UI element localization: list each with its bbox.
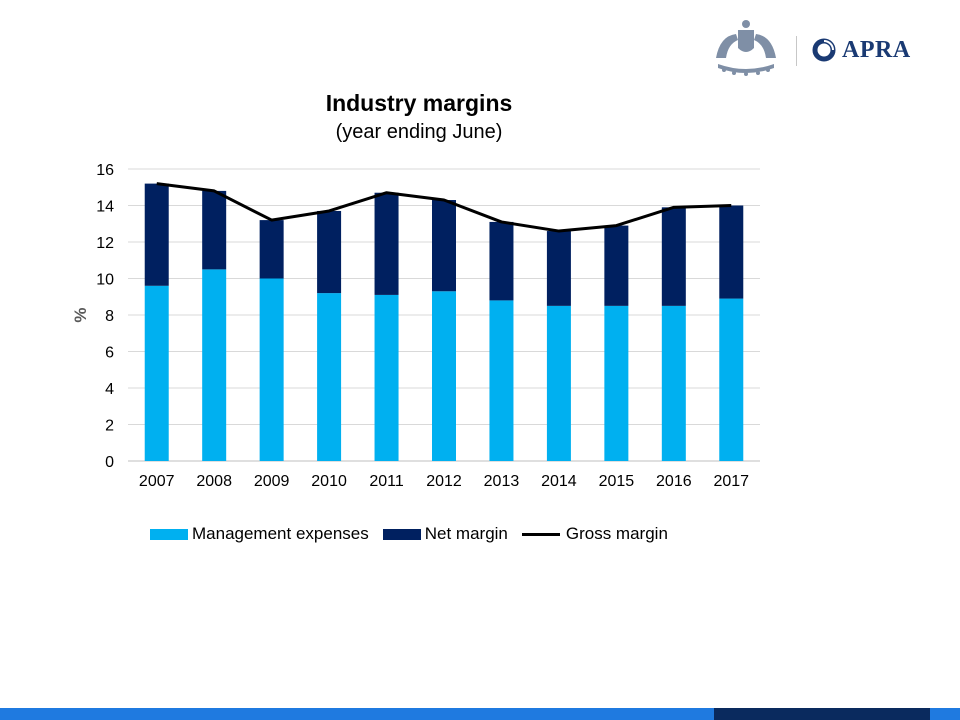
- footer-bar-light: [0, 708, 714, 720]
- apra-ring-icon: [812, 38, 836, 62]
- bar-net-margin: [489, 221, 514, 301]
- y-tick-label: 0: [105, 454, 114, 471]
- bar-net-margin: [432, 200, 456, 292]
- bar-net-margin: [374, 192, 399, 295]
- bar-net-margin: [144, 183, 169, 286]
- x-tick-label: 2012: [426, 473, 462, 490]
- legend-swatch-gross-margin: [521, 532, 560, 536]
- bar-net-margin: [259, 220, 284, 279]
- apra-logo-text: APRA: [842, 36, 911, 63]
- legend-label-net-margin: Net margin: [424, 524, 508, 543]
- x-tick-label: 2013: [484, 473, 520, 490]
- y-tick-label: 6: [105, 345, 114, 362]
- y-axis-label: %: [71, 307, 90, 322]
- bar-net-margin: [317, 210, 342, 294]
- bar-net-margin: [661, 207, 686, 306]
- y-tick-label: 14: [96, 199, 114, 216]
- y-tick-label: 8: [105, 308, 114, 325]
- chart-title: Industry margins: [325, 90, 513, 116]
- chart-subtitle: (year ending June): [335, 121, 503, 143]
- chart-legend: Management expenses Net margin Gross mar…: [150, 524, 682, 544]
- bar-net-margin: [202, 190, 227, 270]
- apra-logo: APRA: [812, 36, 911, 64]
- legend-label-management-expenses: Management expenses: [192, 524, 369, 543]
- bar-management-expenses: [374, 294, 399, 461]
- x-tick-label: 2016: [656, 473, 692, 490]
- y-tick-label: 10: [96, 272, 114, 289]
- x-tick-label: 2011: [369, 473, 404, 490]
- y-tick-label: 16: [96, 162, 114, 179]
- y-tick-label: 4: [105, 381, 114, 398]
- bar-management-expenses: [661, 305, 686, 461]
- legend-swatch-net-margin: [382, 528, 421, 540]
- legend-swatch-management-expenses: [150, 528, 188, 540]
- bar-management-expenses: [719, 298, 744, 461]
- legend-label-gross-margin: Gross margin: [565, 524, 668, 543]
- bar-management-expenses: [317, 293, 342, 461]
- x-tick-label: 2010: [311, 473, 347, 490]
- legend-item-gross-margin: Gross margin: [521, 524, 668, 544]
- bar-management-expenses: [259, 278, 284, 461]
- logo-divider: [796, 36, 797, 66]
- bar-management-expenses: [489, 300, 514, 461]
- bar-net-margin: [546, 231, 571, 306]
- x-tick-label: 2008: [196, 473, 232, 490]
- bar-net-margin: [604, 225, 629, 306]
- bar-management-expenses: [604, 305, 629, 461]
- line-gross-margin: [156, 182, 732, 233]
- y-tick-label: 2: [105, 418, 114, 435]
- x-tick-label: 2015: [599, 473, 635, 490]
- x-tick-label: 2014: [541, 473, 577, 490]
- header-logos: APRA: [710, 18, 930, 78]
- bar-management-expenses: [546, 305, 571, 461]
- bar-management-expenses: [144, 285, 169, 461]
- commonwealth-coat-of-arms-icon: [716, 20, 776, 76]
- bar-management-expenses: [432, 291, 456, 461]
- footer-bar-light-end: [930, 708, 960, 720]
- bar-net-margin: [719, 205, 744, 299]
- legend-item-management-expenses: Management expenses: [150, 524, 369, 544]
- x-tick-label: 2007: [139, 473, 175, 490]
- legend-item-net-margin: Net margin: [382, 524, 508, 544]
- y-tick-label: 12: [96, 235, 114, 252]
- footer-bar-dark: [714, 708, 930, 720]
- x-tick-label: 2009: [254, 473, 290, 490]
- bar-management-expenses: [202, 269, 227, 461]
- x-tick-label: 2017: [713, 473, 749, 490]
